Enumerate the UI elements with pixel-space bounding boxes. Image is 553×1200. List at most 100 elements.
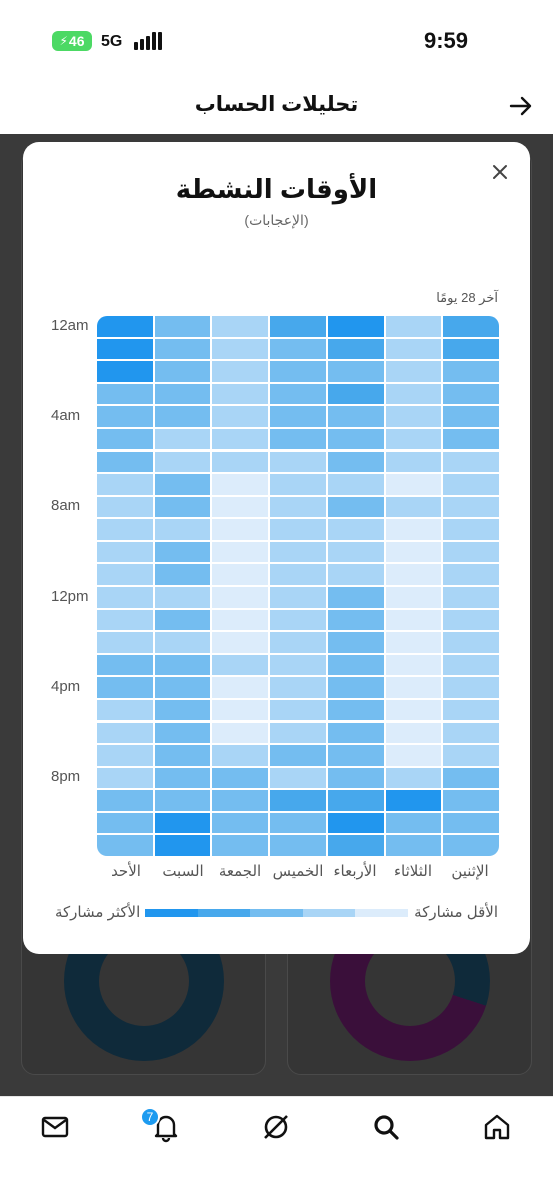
heatmap-cell xyxy=(154,564,211,585)
heatmap-cell xyxy=(385,541,442,563)
home-icon[interactable] xyxy=(481,1111,513,1143)
heatmap-cell xyxy=(270,361,326,382)
heatmap-cell xyxy=(385,451,442,473)
heatmap-cell xyxy=(327,812,384,834)
heatmap-cell xyxy=(212,587,269,608)
heatmap-cell xyxy=(154,677,211,698)
heatmap-cell xyxy=(154,541,211,563)
column-label-sunday: الأحد xyxy=(111,863,141,880)
heatmap-cell xyxy=(97,496,153,518)
heatmap-cell xyxy=(270,474,326,495)
heatmap-cell xyxy=(443,722,499,744)
heatmap-cell xyxy=(212,722,269,744)
heatmap-cell xyxy=(212,338,269,360)
heatmap-cell xyxy=(212,406,269,427)
heatmap-cell xyxy=(443,383,499,405)
page-title: تحليلات الحساب xyxy=(194,93,359,116)
heatmap-cell xyxy=(327,790,384,811)
heatmap-cell xyxy=(154,609,211,631)
heatmap-cell xyxy=(154,767,211,789)
column-label-wednesday: الأربعاء xyxy=(333,863,377,880)
heatmap-cell xyxy=(212,519,269,540)
heatmap-cell xyxy=(327,361,384,382)
heatmap-cell xyxy=(212,654,269,676)
close-icon xyxy=(493,165,507,179)
heatmap-cell xyxy=(154,587,211,608)
heatmap-cell xyxy=(327,677,384,698)
heatmap-cell xyxy=(97,835,153,856)
battery-indicator: ⚡ 46 xyxy=(52,31,92,51)
heatmap-cell xyxy=(270,451,326,473)
heatmap-cell xyxy=(443,564,499,585)
heatmap-grid xyxy=(97,316,499,856)
network-type: 5G xyxy=(101,33,123,50)
heatmap-cell xyxy=(154,451,211,473)
heatmap-cell xyxy=(154,632,211,653)
heatmap-cell xyxy=(97,677,153,698)
heatmap-cell xyxy=(154,654,211,676)
heatmap-cell xyxy=(97,541,153,563)
heatmap-cell xyxy=(212,767,269,789)
heatmap-cell xyxy=(270,632,326,653)
heatmap-cell xyxy=(327,609,384,631)
heatmap-cell xyxy=(212,699,269,721)
heatmap-cell xyxy=(385,361,442,382)
notifications-icon[interactable] xyxy=(150,1111,182,1143)
close-button[interactable] xyxy=(486,158,514,186)
heatmap-cell xyxy=(97,406,153,427)
heatmap-cell xyxy=(154,361,211,382)
heatmap-cell xyxy=(327,474,384,495)
heatmap-cell xyxy=(154,699,211,721)
heatmap-cell xyxy=(443,316,499,337)
heatmap-cell xyxy=(270,587,326,608)
back-arrow-icon[interactable] xyxy=(507,92,535,120)
heatmap-cell xyxy=(270,338,326,360)
heatmap-cell xyxy=(443,790,499,811)
heatmap-cell xyxy=(97,654,153,676)
mail-icon[interactable] xyxy=(39,1111,71,1143)
heatmap-cell xyxy=(154,383,211,405)
legend-step-5 xyxy=(145,909,198,917)
heatmap-cell xyxy=(97,564,153,585)
heatmap-cell xyxy=(270,406,326,427)
heatmap-cell xyxy=(97,587,153,608)
heatmap-cell xyxy=(385,745,442,766)
heatmap-cell xyxy=(97,451,153,473)
heatmap-cell xyxy=(97,428,153,450)
heatmap-cell xyxy=(154,316,211,337)
heatmap-cell xyxy=(212,316,269,337)
heatmap-cell xyxy=(154,496,211,518)
heatmap-cell xyxy=(385,338,442,360)
heatmap-cell xyxy=(385,564,442,585)
notifications-badge: 7 xyxy=(140,1107,160,1127)
heatmap-cell xyxy=(327,519,384,540)
heatmap-cell xyxy=(443,677,499,698)
heatmap-cell xyxy=(327,835,384,856)
heatmap-cell xyxy=(212,361,269,382)
legend-step-3 xyxy=(250,909,303,917)
heatmap-cell xyxy=(270,745,326,766)
heatmap-cell xyxy=(327,406,384,427)
heatmap-cell xyxy=(443,812,499,834)
heatmap-cell xyxy=(154,835,211,856)
heatmap-cell xyxy=(154,474,211,495)
heatmap-cell xyxy=(385,316,442,337)
heatmap-cell xyxy=(97,722,153,744)
heatmap-cell xyxy=(212,835,269,856)
row-label-12am: 12am xyxy=(51,317,89,334)
grok-icon[interactable] xyxy=(260,1111,292,1143)
heatmap-cell xyxy=(385,519,442,540)
heatmap-cell xyxy=(212,383,269,405)
heatmap-cell xyxy=(154,519,211,540)
search-icon[interactable] xyxy=(370,1111,402,1143)
legend-step-1 xyxy=(355,909,408,917)
heatmap-cell xyxy=(97,361,153,382)
battery-level: 46 xyxy=(68,33,85,49)
heatmap-cell xyxy=(327,767,384,789)
row-label-4am: 4am xyxy=(51,407,81,424)
heatmap-cell xyxy=(443,451,499,473)
heatmap-cell xyxy=(385,383,442,405)
heatmap-cell xyxy=(385,835,442,856)
heatmap-cell xyxy=(385,496,442,518)
heatmap-cell xyxy=(97,767,153,789)
